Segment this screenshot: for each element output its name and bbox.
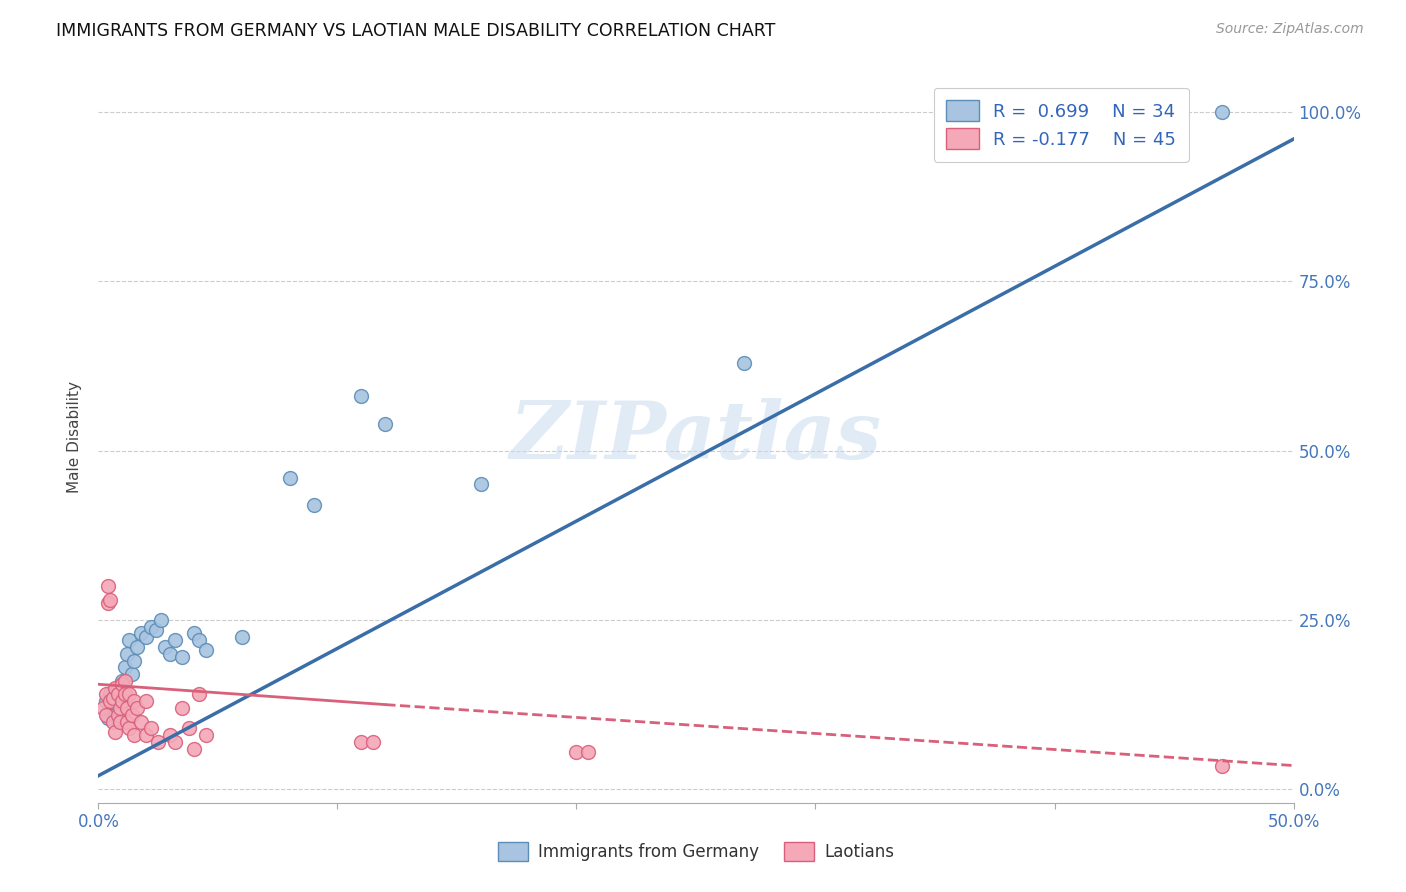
Point: [124, 654, 146, 668]
Point: [148, 735, 170, 749]
Point: [125, 701, 148, 715]
Point: [139, 620, 162, 634]
Point: [195, 643, 218, 657]
Point: [145, 623, 167, 637]
Point: [350, 389, 373, 403]
Point: [578, 745, 600, 759]
Point: [101, 714, 124, 729]
Y-axis label: Male Disability: Male Disability: [67, 381, 83, 493]
Point: [172, 701, 194, 715]
Point: [135, 630, 157, 644]
Point: [159, 647, 181, 661]
Point: [114, 660, 136, 674]
Text: ZIPatlas: ZIPatlas: [510, 399, 882, 475]
Point: [97, 579, 120, 593]
Point: [97, 596, 120, 610]
Point: [135, 728, 157, 742]
Point: [135, 694, 157, 708]
Point: [183, 741, 205, 756]
Point: [104, 707, 127, 722]
Point: [179, 721, 201, 735]
Point: [302, 498, 325, 512]
Point: [163, 633, 186, 648]
Point: [187, 688, 209, 702]
Point: [363, 735, 385, 749]
Point: [125, 640, 148, 654]
Point: [118, 688, 141, 702]
Point: [114, 688, 136, 702]
Point: [108, 690, 131, 705]
Point: [470, 477, 492, 491]
Point: [187, 633, 209, 648]
Point: [118, 721, 141, 735]
Point: [104, 681, 127, 695]
Text: Source: ZipAtlas.com: Source: ZipAtlas.com: [1216, 22, 1364, 37]
Point: [733, 355, 755, 369]
Point: [195, 728, 218, 742]
Point: [98, 688, 122, 702]
Point: [94, 688, 117, 702]
Point: [139, 721, 162, 735]
Point: [107, 688, 129, 702]
Point: [121, 707, 143, 722]
Point: [108, 714, 131, 729]
Point: [159, 728, 181, 742]
Text: IMMIGRANTS FROM GERMANY VS LAOTIAN MALE DISABILITY CORRELATION CHART: IMMIGRANTS FROM GERMANY VS LAOTIAN MALE …: [56, 22, 776, 40]
Point: [231, 630, 253, 644]
Point: [111, 677, 134, 691]
Point: [91, 701, 114, 715]
Point: [107, 681, 129, 695]
Point: [155, 640, 177, 654]
Point: [172, 650, 194, 665]
Point: [124, 694, 146, 708]
Point: [115, 714, 138, 729]
Point: [183, 626, 205, 640]
Point: [124, 728, 146, 742]
Point: [98, 694, 122, 708]
Point: [115, 647, 138, 661]
Point: [111, 673, 134, 688]
Point: [131, 714, 153, 729]
Point: [115, 701, 138, 715]
Legend: Immigrants from Germany, Laotians: Immigrants from Germany, Laotians: [491, 835, 901, 868]
Point: [374, 417, 396, 431]
Point: [565, 745, 588, 759]
Point: [94, 694, 117, 708]
Point: [149, 613, 172, 627]
Point: [1211, 105, 1233, 120]
Point: [118, 633, 141, 648]
Point: [108, 701, 131, 715]
Point: [98, 592, 122, 607]
Point: [163, 735, 186, 749]
Point: [101, 690, 124, 705]
Point: [114, 673, 136, 688]
Point: [94, 707, 117, 722]
Point: [131, 626, 153, 640]
Point: [278, 471, 301, 485]
Point: [107, 707, 129, 722]
Point: [104, 724, 127, 739]
Point: [1211, 758, 1233, 772]
Point: [101, 701, 124, 715]
Point: [121, 667, 143, 681]
Point: [350, 735, 373, 749]
Point: [111, 694, 134, 708]
Point: [97, 711, 120, 725]
